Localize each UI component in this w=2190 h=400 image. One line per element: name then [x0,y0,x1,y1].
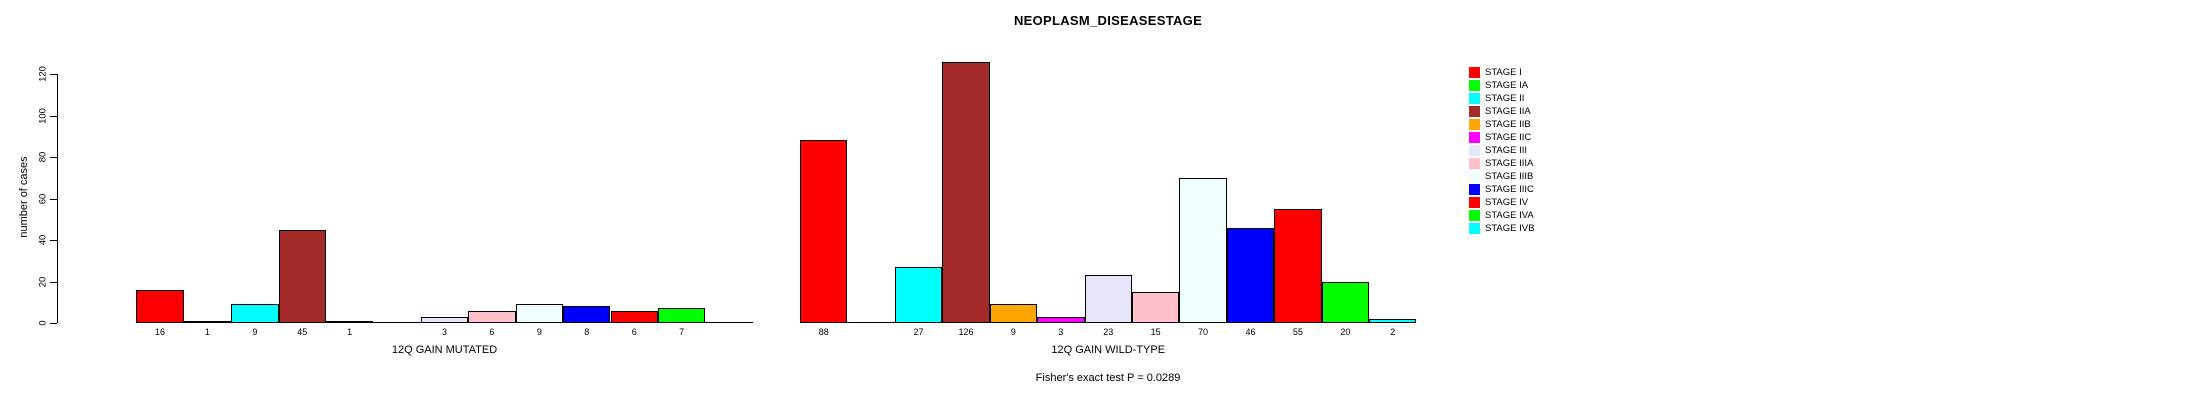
legend-label-stage-i: STAGE I [1485,67,1522,78]
legend-swatch-stage-ivb [1469,223,1480,234]
bar-mutated-stage-iii [420,316,469,323]
bar-mutated-stage-iiib [515,304,564,323]
legend-label-stage-iic: STAGE IIC [1485,132,1532,143]
bar-value-label: 55 [1292,327,1303,337]
y-tick [50,74,57,75]
y-tick [50,281,57,283]
y-tick-label: 60 [37,193,49,204]
bar-value-label: 1 [347,327,353,337]
bar-wild-type-stage-iiib [1179,177,1227,323]
y-tick [50,157,57,158]
y-tick-label: 120 [37,66,49,82]
bar-value-label: 2 [1390,327,1396,337]
bar-value-label: 20 [1340,327,1351,337]
bar-value-label: 9 [1010,327,1016,337]
legend-swatch-stage-iiia [1469,158,1480,169]
legend-swatch-stage-iiib [1469,171,1480,182]
legend-label-stage-ii: STAGE II [1485,93,1525,104]
legend-swatch-stage-i [1469,67,1480,78]
bar-value-label: 15 [1150,327,1161,337]
bar-mutated-stage-iib [325,320,374,323]
y-tick-label: 20 [37,276,49,287]
legend-label-stage-iv: STAGE IV [1485,197,1529,208]
bar-wild-type-stage-iib [989,304,1038,323]
bar-value-label: 126 [958,327,974,337]
bar-value-label: 23 [1103,327,1114,337]
bar-mutated-stage-iv [610,310,658,323]
bar-wild-type-stage-ivb [1369,318,1417,323]
bar-wild-type-stage-iiia [1131,291,1180,323]
bar-value-label: 8 [584,327,590,337]
bar-value-label: 88 [818,327,829,337]
bar-mutated-stage-i [136,289,184,323]
bar-value-label: 1 [204,327,210,337]
y-axis-line [57,74,58,323]
legend-label-stage-iiib: STAGE IIIB [1485,171,1534,182]
y-tick-label: 0 [37,320,49,326]
bar-value-label: 9 [536,327,542,337]
legend-swatch-stage-iic [1469,132,1480,143]
bar-value-label: 6 [489,327,495,337]
bar-wild-type-stage-ii [894,266,943,323]
bar-value-label: 16 [154,327,166,337]
bar-value-label: 27 [913,327,924,337]
legend-swatch-stage-iv [1469,197,1480,208]
y-tick [50,323,57,324]
legend-label-stage-iib: STAGE IIB [1485,119,1531,130]
bar-wild-type-stage-iva [1321,281,1370,323]
legend-label-stage-ivb: STAGE IVB [1485,223,1535,234]
y-tick-label: 80 [37,151,49,163]
y-tick-label: 40 [37,234,49,246]
bar-mutated-stage-iiia [468,310,516,323]
legend-swatch-stage-iiic [1469,184,1480,195]
bar-mutated-stage-iia [278,229,326,323]
y-tick-label: 100 [37,107,49,124]
y-tick [50,198,57,200]
bar-value-label: 46 [1245,327,1256,337]
bar-value-label: 70 [1198,327,1209,337]
x-axis-group-label-mutated: 12Q GAIN MUTATED [391,344,498,356]
bar-value-label: 7 [679,327,685,337]
y-tick [50,240,57,241]
bar-wild-type-stage-iv [1274,208,1322,323]
bar-wild-type-stage-iic [1037,316,1085,323]
bar-mutated-stage-iiic [563,306,611,323]
bar-value-label: 6 [631,327,637,337]
x-axis-group-label-wild-type: 12Q GAIN WILD-TYPE [1051,344,1166,356]
bar-wild-type-stage-iiic [1226,227,1275,323]
bar-mutated-stage-iva [657,308,706,323]
bar-wild-type-stage-iii [1084,275,1132,323]
legend-label-stage-iia: STAGE IIA [1485,106,1531,117]
legend-label-stage-ia: STAGE IA [1485,80,1529,91]
legend-label-stage-iiia: STAGE IIIA [1485,158,1534,169]
chart-title: NEOPLASM_DISEASESTAGE [1013,13,1203,28]
fisher-test-annotation: Fisher's exact test P = 0.0289 [1035,372,1181,384]
legend-label-stage-iii: STAGE III [1485,145,1528,156]
legend-swatch-stage-iva [1469,210,1480,221]
legend-swatch-stage-ia [1469,80,1480,91]
bar-mutated-stage-ia [183,320,232,323]
bar-mutated-stage-ii [231,304,279,323]
bar-value-label: 9 [252,327,258,337]
bar-wild-type-stage-i [800,140,848,323]
legend-label-stage-iiic: STAGE IIIC [1485,184,1534,195]
y-axis-label: number of cases [18,156,30,238]
bar-wild-type-stage-iia [942,61,990,323]
bar-value-label: 45 [297,327,308,337]
bar-value-label: 3 [442,327,448,337]
legend-swatch-stage-iib [1469,119,1480,130]
y-tick [50,115,57,117]
legend-swatch-stage-iii [1469,145,1480,156]
legend-label-stage-iva: STAGE IVA [1485,210,1534,221]
legend-swatch-stage-ii [1469,93,1480,104]
bar-value-label: 3 [1058,327,1064,337]
legend-swatch-stage-iia [1469,106,1480,117]
